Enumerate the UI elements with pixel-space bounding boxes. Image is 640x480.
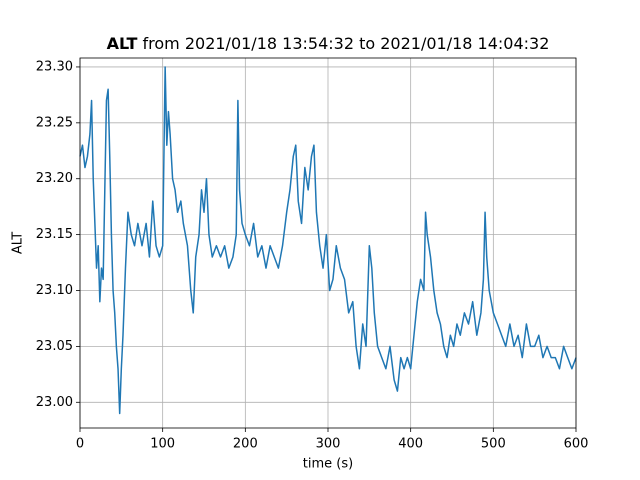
- plot-frame: [79, 57, 577, 429]
- x-tick-label: 500: [481, 437, 506, 452]
- y-tick-label: 23.00: [36, 395, 73, 410]
- y-tick-label: 23.30: [36, 59, 73, 74]
- x-axis-label: time (s): [303, 457, 353, 472]
- x-tick-label: 600: [564, 437, 589, 452]
- x-tick-label: 200: [233, 437, 258, 452]
- title-range: from 2021/01/18 13:54:32 to 2021/01/18 1…: [143, 34, 550, 53]
- x-tick-label: 0: [76, 437, 84, 452]
- data-line: [79, 66, 577, 415]
- title-variable: ALT: [107, 34, 138, 53]
- x-tick-label: 400: [398, 437, 423, 452]
- x-tick-label: 300: [316, 437, 341, 452]
- y-tick-label: 23.15: [36, 227, 73, 242]
- y-tick-label: 23.20: [36, 171, 73, 186]
- y-axis-label: ALT: [11, 232, 26, 254]
- y-tick-label: 23.10: [36, 283, 73, 298]
- chart-title: ALT from 2021/01/18 13:54:32 to 2021/01/…: [107, 34, 550, 53]
- x-tick-label: 100: [150, 437, 175, 452]
- y-tick-label: 23.25: [36, 115, 73, 130]
- y-tick-label: 23.05: [36, 339, 73, 354]
